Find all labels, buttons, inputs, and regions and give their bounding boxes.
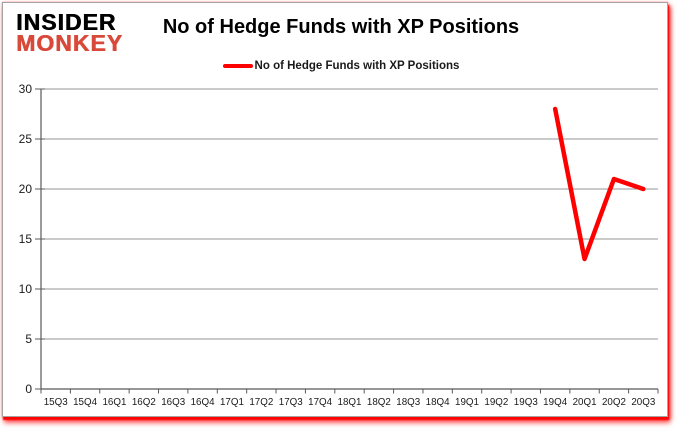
x-axis-label: 20Q3 — [631, 397, 656, 408]
x-axis-label: 18Q4 — [426, 397, 451, 408]
x-axis-label: 16Q3 — [161, 397, 186, 408]
x-axis-label: 17Q4 — [308, 397, 333, 408]
chart-title: No of Hedge Funds with XP Positions — [162, 16, 520, 38]
line-chart: 0 5 10 15 20 25 30 15Q3 15Q4 16Q1 16Q2 16Q3 16Q4 17Q1… — [19, 82, 659, 408]
x-axis-label: 18Q1 — [338, 397, 362, 408]
x-axis-label: 19Q1 — [455, 397, 479, 408]
x-axis-label: 19Q2 — [484, 397, 508, 408]
legend: No of Hedge Funds with XP Positions — [41, 59, 641, 73]
legend-line-swatch-icon — [222, 64, 253, 68]
y-axis-label: 10 — [19, 282, 33, 296]
x-axis-label: 20Q1 — [573, 397, 597, 408]
logo-text-insider: INSIDER — [16, 9, 117, 35]
x-axis-label: 18Q3 — [396, 397, 421, 408]
x-axis-label: 17Q1 — [220, 397, 244, 408]
insider-monkey-logo: INSIDER MONKEY — [16, 9, 123, 57]
x-axis-label: 18Q2 — [367, 397, 391, 408]
logo-text-monkey: MONKEY — [16, 30, 123, 57]
y-axis-label: 25 — [19, 132, 33, 146]
x-axis-label: 15Q4 — [73, 397, 98, 408]
y-axis-label: 0 — [25, 382, 32, 396]
y-axis-label: 15 — [19, 232, 33, 246]
x-axis-label: 20Q2 — [602, 397, 626, 408]
x-axis-label: 16Q2 — [132, 397, 156, 408]
y-axis-label: 5 — [25, 332, 32, 346]
x-axis-label: 17Q2 — [249, 397, 273, 408]
chart-card: INSIDER MONKEY No of Hedge Funds with XP… — [2, 2, 668, 417]
x-axis-label: 15Q3 — [44, 397, 69, 408]
x-axis-label: 17Q3 — [279, 397, 304, 408]
x-axis-label: 19Q4 — [543, 397, 568, 408]
x-axis-label: 16Q1 — [102, 397, 126, 408]
series-line — [552, 106, 646, 262]
legend-label: No of Hedge Funds with XP Positions — [254, 60, 460, 72]
x-axis-label: 16Q4 — [191, 397, 216, 408]
y-axis-label: 30 — [19, 82, 33, 96]
x-axis-label: 19Q3 — [514, 397, 539, 408]
y-axis-label: 20 — [19, 182, 33, 196]
